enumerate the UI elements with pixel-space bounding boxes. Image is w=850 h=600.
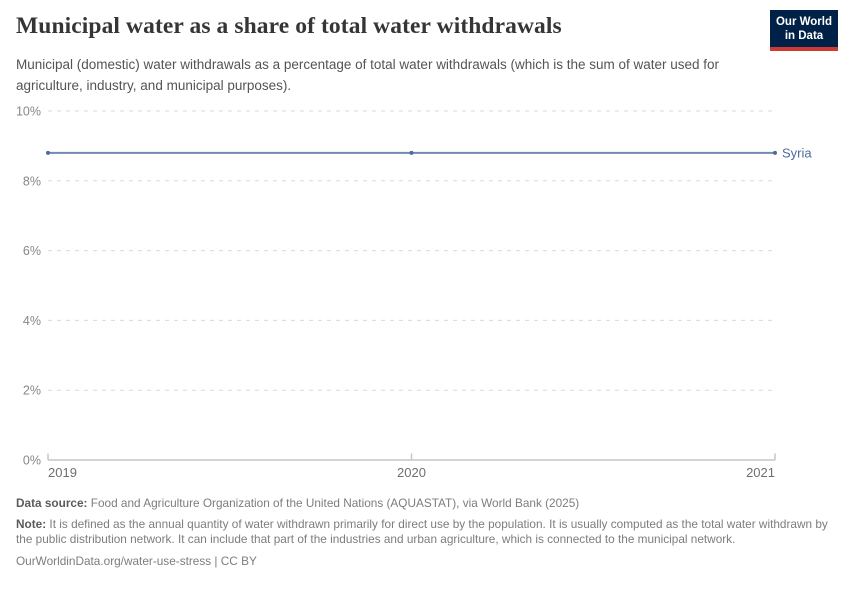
owid-logo-line1: Our World [775, 16, 832, 28]
series-end-label: Syria [782, 145, 812, 160]
note-text: It is defined as the annual quantity of … [16, 516, 828, 547]
y-tick-label: 10% [16, 105, 41, 119]
x-tick-label: 2021 [746, 465, 775, 480]
y-tick-label: 4% [23, 314, 41, 328]
data-source-label: Data source: [16, 496, 88, 510]
y-tick-label: 2% [23, 384, 41, 398]
chart-footer: Data source: Food and Agriculture Organi… [16, 496, 836, 569]
chart-subtitle: Municipal (domestic) water withdrawals a… [16, 57, 720, 93]
x-tick-label: 2019 [48, 465, 77, 480]
data-point [773, 150, 777, 155]
data-point [409, 150, 414, 155]
y-tick-label: 8% [23, 174, 41, 188]
data-source-text: Food and Agriculture Organization of the… [87, 496, 580, 510]
y-tick-label: 6% [23, 244, 41, 258]
data-point [46, 150, 50, 155]
owid-logo[interactable]: Our World in Data [770, 10, 838, 51]
x-tick-label: 2020 [397, 465, 426, 480]
attribution-link[interactable]: OurWorldinData.org/water-use-stress | CC… [16, 553, 257, 568]
note-label: Note: [16, 516, 47, 531]
owid-logo-line2: in Data [784, 30, 824, 42]
note-line: Note: It is defined as the annual quanti… [16, 517, 836, 548]
y-tick-label: 0% [23, 454, 41, 468]
data-source-line: Data source: Food and Agriculture Organi… [16, 496, 836, 512]
chart-title: Municipal water as a share of total wate… [16, 13, 562, 39]
